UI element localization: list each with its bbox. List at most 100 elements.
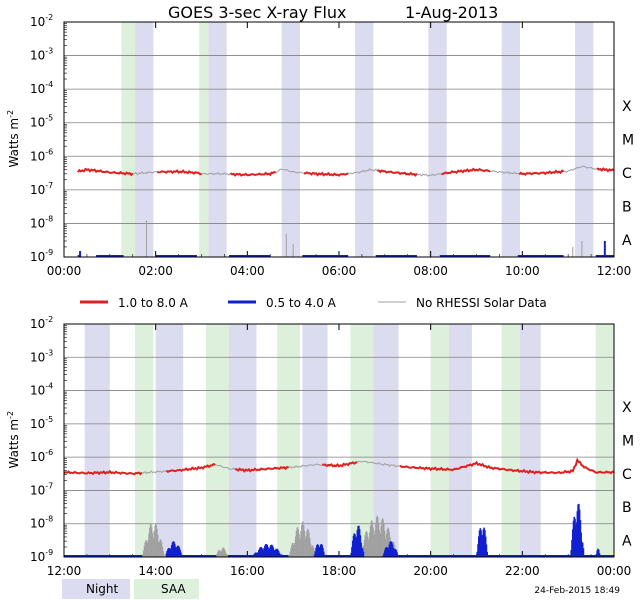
y-tick-exponent: -4 [45, 382, 53, 391]
x-tick-label: 10:00 [505, 264, 540, 278]
flare-class-label: C [622, 166, 632, 182]
long-channel-line [165, 462, 216, 473]
saa-key-box [134, 579, 199, 599]
flare-class-label: A [622, 233, 632, 249]
flare-class-label: M [622, 434, 634, 450]
night-key-label: Night [86, 582, 119, 596]
y-tick-exponent: -2 [45, 13, 53, 22]
long-channel-line [234, 465, 289, 473]
generated-timestamp: 24-Feb-2015 18:49 [534, 586, 620, 596]
y-tick-exponent: -5 [45, 114, 53, 123]
long-channel-line [596, 167, 615, 173]
y-tick-label: 10-5 [30, 114, 53, 130]
y-tick-label: 10-4 [30, 80, 53, 96]
y-tick-label: 10-6 [30, 147, 53, 163]
nodata-long-line [490, 170, 520, 175]
y-tick-exponent: -6 [45, 448, 53, 457]
y-tick-label: 10-7 [30, 481, 53, 497]
long-channel-line [63, 469, 143, 476]
flare-class-label: B [622, 500, 632, 516]
flare-class-label: X [622, 99, 632, 115]
y-tick-label: 10-2 [30, 13, 53, 29]
night-band [155, 324, 184, 557]
y-tick-exponent: -3 [45, 47, 53, 56]
night-band [84, 324, 110, 557]
long-channel-line [77, 167, 134, 177]
night-band [428, 22, 447, 257]
y-tick-exponent: -9 [45, 248, 53, 257]
y-tick-label: 10-5 [30, 415, 53, 431]
chart-title: GOES 3-sec X-ray Flux [168, 3, 347, 22]
night-band [229, 324, 257, 557]
nodata-long-line [416, 173, 442, 177]
long-channel-line [399, 457, 615, 475]
saa-band [199, 22, 209, 257]
x-tick-label: 04:00 [230, 264, 265, 278]
legend: 1.0 to 8.0 A 0.5 to 4.0 A No RHESSI Sola… [80, 296, 547, 310]
y-axis-title-exponent: -2 [6, 411, 15, 419]
x-tick-label: 18:00 [322, 564, 357, 578]
y-axis-title-exponent: -2 [6, 110, 15, 118]
long-channel-line [156, 169, 202, 176]
y-tick-exponent: -3 [45, 348, 53, 357]
night-band [446, 324, 472, 557]
x-tick-label: 16:00 [230, 564, 265, 578]
flare-class-label: C [622, 467, 632, 483]
chart-date: 1-Aug-2013 [405, 3, 498, 22]
long-channel-line [303, 171, 349, 177]
y-tick-exponent: -5 [45, 415, 53, 424]
night-band [355, 22, 374, 257]
y-tick-exponent: -6 [45, 147, 53, 156]
flare-class-label: B [622, 200, 632, 216]
saa-band [501, 324, 521, 557]
y-tick-exponent: -7 [45, 181, 53, 190]
long-channel-line [322, 461, 358, 468]
y-tick-label: 10-2 [30, 315, 53, 331]
footer-legend: Night SAA 24-Feb-2015 18:49 [62, 579, 620, 599]
y-tick-exponent: -7 [45, 481, 53, 490]
night-band [281, 22, 301, 257]
y-tick-label: 10-3 [30, 47, 53, 63]
legend-label-short: 0.5 to 4.0 A [266, 296, 337, 310]
long-channel-line [441, 167, 491, 176]
x-tick-label: 02:00 [138, 264, 173, 278]
saa-band [206, 324, 229, 557]
flare-class-label: X [622, 400, 632, 416]
nodata-long-line [348, 168, 378, 175]
x-tick-label: 12:00 [47, 564, 82, 578]
plot-frame [63, 323, 615, 558]
nodata-long-line [563, 165, 598, 174]
y-tick-label: 10-9 [30, 248, 53, 264]
nodata-long-line [288, 463, 323, 469]
y-tick-exponent: -2 [45, 315, 53, 324]
saa-band [135, 324, 154, 557]
y-tick-exponent: -9 [45, 548, 53, 557]
x-tick-label: 12:00 [597, 264, 632, 278]
legend-label-nodata: No RHESSI Solar Data [416, 296, 547, 310]
x-tick-label: 00:00 [597, 564, 632, 578]
nodata-long-line [132, 171, 158, 176]
y-tick-label: 10-9 [30, 548, 53, 564]
saa-band [350, 324, 374, 557]
y-axis-title: Watts m-2 [6, 411, 21, 469]
night-key-box [62, 579, 130, 599]
saa-band [121, 22, 136, 257]
y-tick-exponent: -4 [45, 80, 53, 89]
flare-class-label: A [622, 533, 632, 549]
y-tick-label: 10-4 [30, 382, 53, 398]
legend-label-long: 1.0 to 8.0 A [118, 296, 189, 310]
y-tick-label: 10-8 [30, 515, 53, 531]
night-band [208, 22, 227, 257]
nodata-long-line [275, 168, 304, 174]
y-tick-exponent: -8 [45, 214, 53, 223]
y-axis-title: Watts m-2 [6, 110, 21, 168]
night-band [501, 22, 521, 257]
y-tick-label: 10-7 [30, 181, 53, 197]
saa-band [595, 324, 614, 557]
nodata-long-line [201, 171, 231, 176]
long-channel-line [377, 169, 418, 177]
nodata-long-line [357, 460, 401, 468]
saa-key-label: SAA [161, 582, 186, 596]
